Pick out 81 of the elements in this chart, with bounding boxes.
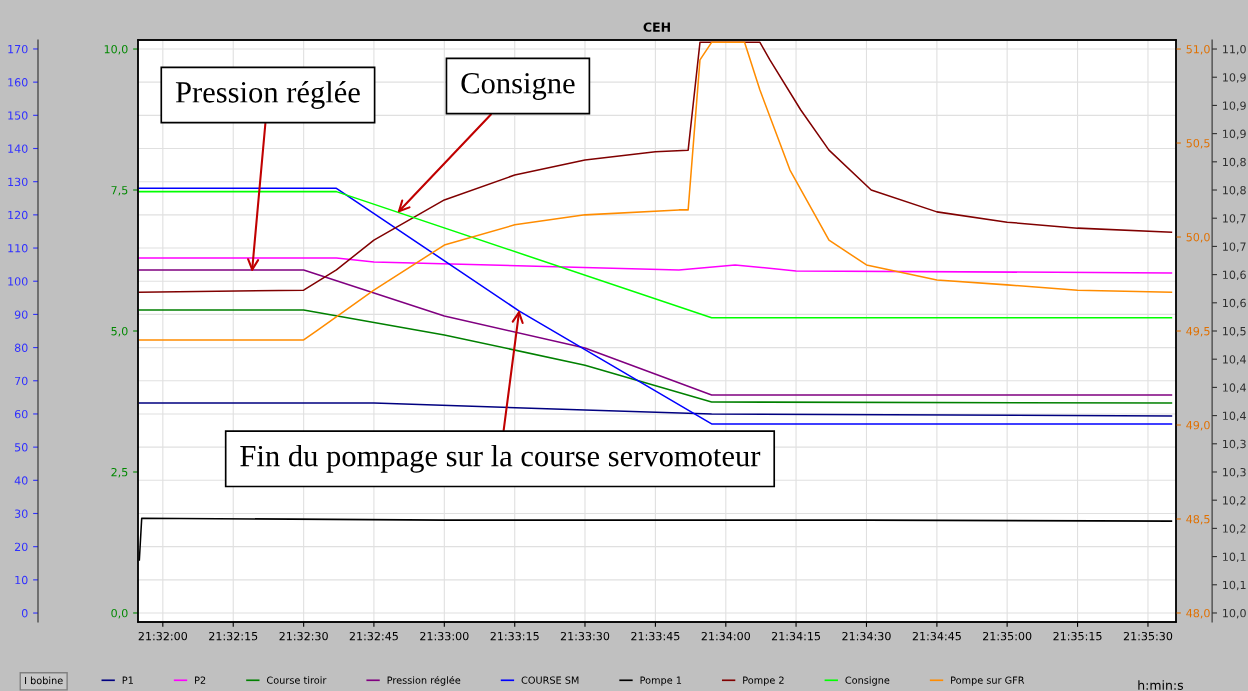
y-tick-label: 0 xyxy=(21,609,28,618)
text: 10,7 xyxy=(1223,214,1246,224)
legend-label: Consigne xyxy=(845,676,890,686)
annotation: Consigne xyxy=(461,73,575,100)
x-tick-label: 21:33:15 xyxy=(490,631,539,641)
y-tick-label: 30 xyxy=(14,509,28,518)
legend-label: COURSE SM xyxy=(521,676,579,684)
text: 10,8 xyxy=(1223,185,1246,196)
y-tick-label: 60 xyxy=(14,409,28,419)
y2-tick-label: 0,0 xyxy=(111,608,128,619)
y-tick-label: 10 xyxy=(15,575,28,585)
text: 10,3 xyxy=(1223,439,1246,450)
y2-tick-label: 2,5 xyxy=(111,467,128,478)
y3-tick-label: 49,5 xyxy=(1186,326,1210,337)
x-axis-title: h:min:s xyxy=(1138,680,1184,690)
y-tick-label: 40 xyxy=(14,476,28,485)
legend-label: Pompe 2 xyxy=(743,676,784,686)
y2-tick-label: 10,0 xyxy=(104,45,128,55)
text: 10,7 xyxy=(1223,242,1246,252)
text: 10,3 xyxy=(1223,467,1246,478)
text: 10,1 xyxy=(1223,580,1246,591)
legend-label: Pompe 1 xyxy=(640,676,682,686)
text: 10,6 xyxy=(1223,270,1246,281)
y-tick-label: 20 xyxy=(14,542,28,552)
y-tick-label: 120 xyxy=(8,210,28,220)
x-tick-label: 21:34:30 xyxy=(842,631,891,641)
y-tick-label: 160 xyxy=(8,78,28,87)
text: 11,0 xyxy=(1223,45,1246,55)
y3-tick-label: 48,0 xyxy=(1186,608,1210,619)
y-tick-label: 150 xyxy=(8,111,28,120)
y-tick-label: 50 xyxy=(15,443,28,452)
text: 10,8 xyxy=(1223,157,1246,168)
x-tick-label: 21:34:00 xyxy=(701,631,751,641)
text: 10,4 xyxy=(1223,383,1246,393)
y-tick-label: 130 xyxy=(8,177,28,187)
text: 10,6 xyxy=(1223,298,1246,309)
x-tick-label: 21:33:30 xyxy=(560,631,610,641)
x-tick-label: 21:34:45 xyxy=(912,631,961,641)
text: 10,2 xyxy=(1223,496,1246,506)
x-tick-label: 21:35:30 xyxy=(1123,631,1173,641)
y2-tick-label: 7,5 xyxy=(111,186,128,196)
legend-label: Course tiroir xyxy=(266,676,327,684)
y-tick-label: 140 xyxy=(8,144,28,153)
text: 10,4 xyxy=(1223,411,1246,422)
y-tick-label: 90 xyxy=(14,310,28,319)
text: I bobine xyxy=(25,676,63,685)
legend-label: Pompe sur GFR xyxy=(951,676,1025,686)
legend-label: P1 xyxy=(122,676,133,684)
text: 10,9 xyxy=(1223,73,1246,83)
x-tick-label: 21:32:30 xyxy=(279,631,328,641)
annotation: Pression réglée xyxy=(175,81,360,109)
x-tick-label: 21:32:00 xyxy=(138,631,188,641)
text: 10,5 xyxy=(1223,326,1246,337)
y-tick-label: 170 xyxy=(8,44,28,54)
y3-tick-label: 50,0 xyxy=(1186,232,1210,243)
y-tick-label: 80 xyxy=(14,343,28,352)
text: 10,9 xyxy=(1223,129,1246,140)
legend-label: P2 xyxy=(195,676,206,684)
x-tick-label: 21:34:15 xyxy=(771,631,821,641)
x-tick-label: 21:33:45 xyxy=(631,631,680,641)
y3-tick-label: 50,5 xyxy=(1186,138,1210,149)
y3-tick-label: 51,0 xyxy=(1186,45,1210,55)
text: 10,0 xyxy=(1223,608,1246,619)
y-tick-label: 100 xyxy=(8,277,28,286)
y2-tick-label: 5,0 xyxy=(111,326,128,337)
y3-tick-label: 49,0 xyxy=(1186,420,1210,431)
y-tick-label: 110 xyxy=(8,244,28,253)
x-tick-label: 21:32:45 xyxy=(349,631,398,641)
x-tick-label: 21:33:00 xyxy=(420,631,469,641)
y-tick-label: 70 xyxy=(15,376,28,386)
x-tick-label: 21:35:00 xyxy=(983,631,1032,641)
text: 10,4 xyxy=(1223,355,1246,365)
chart-title: CEH xyxy=(643,22,670,32)
x-tick-label: 21:32:15 xyxy=(209,631,258,641)
annotation: Fin du pompage sur la course servomoteur xyxy=(240,444,761,473)
text: 10,2 xyxy=(1223,524,1246,534)
x-tick-label: 21:35:15 xyxy=(1053,631,1102,641)
legend-label: Pression réglée xyxy=(387,675,461,686)
text: 10,9 xyxy=(1223,101,1246,111)
y3-tick-label: 48,5 xyxy=(1186,514,1210,525)
text: 10,1 xyxy=(1223,552,1246,563)
